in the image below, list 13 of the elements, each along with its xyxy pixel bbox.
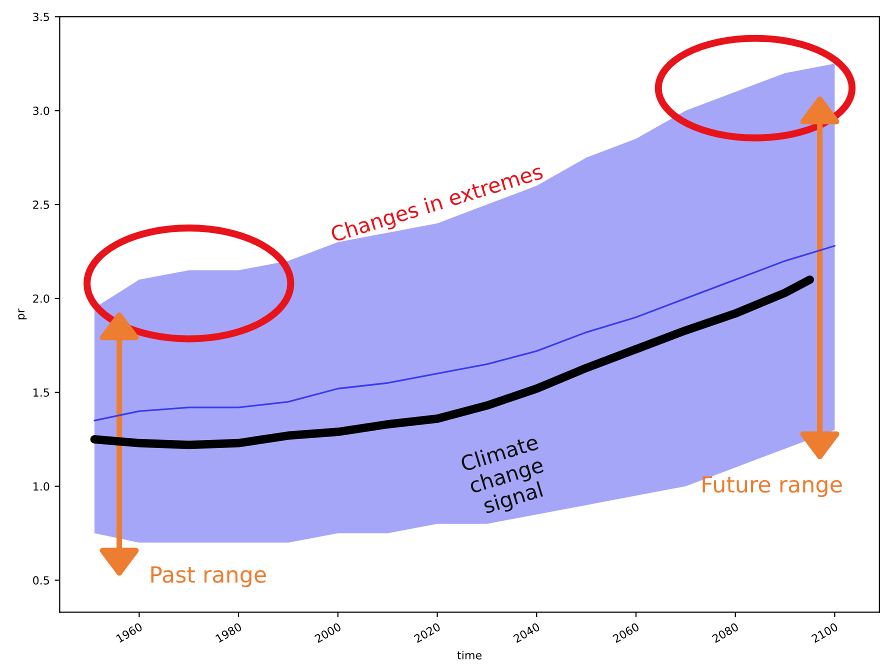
y-tick-label: 1.0 bbox=[34, 482, 50, 491]
y-tick-label: 2.0 bbox=[33, 294, 50, 303]
annotation: Climate change signal bbox=[460, 434, 546, 518]
x-axis-title: time bbox=[457, 650, 482, 660]
y-axis-title: pr bbox=[18, 308, 27, 320]
annotation: Future range bbox=[702, 476, 842, 498]
annotation: Past range bbox=[151, 566, 266, 588]
line-series bbox=[94, 245, 836, 422]
y-tick-label: 1.5 bbox=[34, 388, 50, 397]
y-tick-label: 3.0 bbox=[33, 106, 50, 116]
y-tick-label: 3.5 bbox=[33, 12, 50, 22]
y-tick-label: 0.5 bbox=[33, 576, 50, 585]
y-tick-label: 2.5 bbox=[33, 200, 50, 209]
